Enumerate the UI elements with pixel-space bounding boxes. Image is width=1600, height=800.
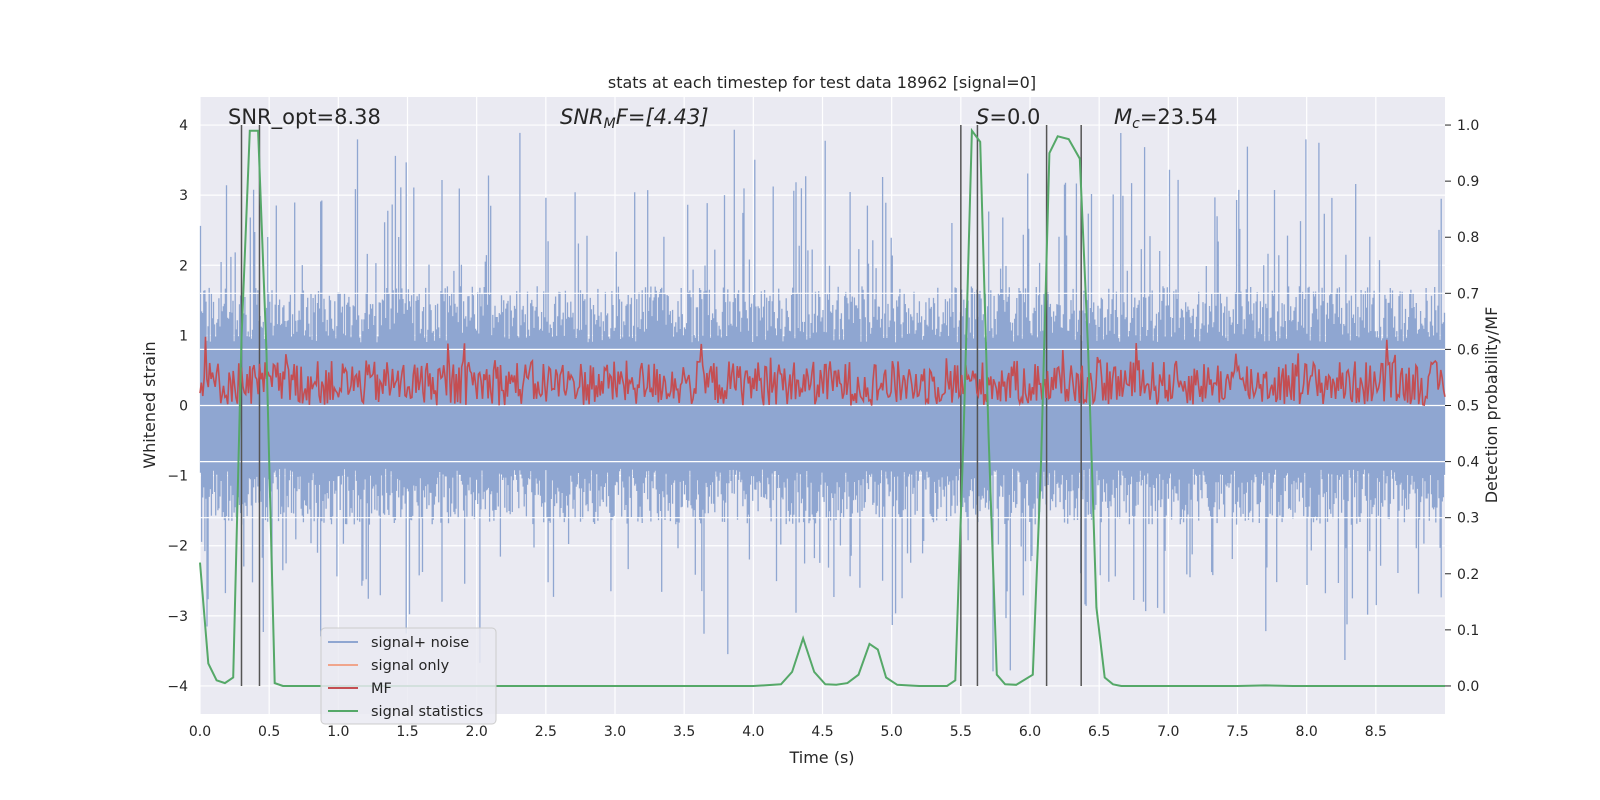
x-tick-label: 8.5 [1365, 724, 1387, 740]
legend-label: signal statistics [371, 704, 483, 720]
y2-tick-label: 0.4 [1457, 455, 1479, 471]
x-tick-label: 3.5 [673, 724, 695, 740]
mf-series [199, 336, 1446, 407]
x-tick-label: 5.5 [950, 724, 972, 740]
y-tick-labels: −4 −3 −2 −1 0 1 2 3 4 [167, 118, 188, 695]
y2-tick-label: 1.0 [1457, 118, 1479, 134]
legend: signal+ noise signal only MF signal statist… [320, 627, 497, 725]
y2-tick-labels: 0.0 0.1 0.2 0.3 0.4 0.5 0.6 0.7 0.8 0.9 1.0 [1445, 118, 1479, 695]
x-tick-label: 0.5 [258, 724, 280, 740]
y2-tick-label: 0.3 [1457, 511, 1479, 527]
annotation-mc: Mc=23.54 [1114, 105, 1218, 132]
x-tick-label: 5.0 [881, 724, 903, 740]
y2-axis-label: Detection probability/MF [1482, 307, 1501, 504]
vertical-markers [240, 125, 1082, 686]
y2-tick-label: 0.2 [1457, 567, 1479, 583]
y2-tick-label: 0.8 [1457, 230, 1479, 246]
legend-box [320, 627, 497, 725]
annotation-snr-mf: SNRMF=[4.43] [560, 105, 709, 132]
legend-label: signal only [371, 658, 450, 674]
y-tick-label: −4 [167, 679, 188, 695]
y-axis-label: Whitened strain [140, 341, 159, 468]
x-tick-label: 2.0 [466, 724, 488, 740]
x-tick-label: 4.0 [742, 724, 764, 740]
annotation-snr-opt: SNR_opt=8.38 [228, 105, 381, 130]
y2-tick-label: 0.7 [1457, 286, 1479, 302]
x-tick-label: 0.0 [189, 724, 211, 740]
x-tick-label: 7.0 [1157, 724, 1179, 740]
x-tick-label: 6.0 [1019, 724, 1041, 740]
y-tick-label: −2 [167, 539, 188, 555]
y2-tick-label: 0.1 [1457, 623, 1479, 639]
y-tick-label: −3 [167, 609, 188, 625]
signal-statistics-series [199, 127, 1445, 687]
x-tick-label: 1.0 [327, 724, 349, 740]
chart-title: stats at each timestep for test data 189… [608, 73, 1036, 92]
y-tick-label: 2 [179, 258, 188, 274]
y2-tick-label: 0.6 [1457, 342, 1479, 358]
annotation-s: S=0.0 [976, 105, 1040, 129]
x-tick-label: 1.5 [396, 724, 418, 740]
signal-statistics-line [199, 127, 1445, 687]
x-tick-label: 8.0 [1296, 724, 1318, 740]
x-tick-label: 6.5 [1088, 724, 1110, 740]
x-tick-labels: 0.0 0.5 1.0 1.5 2.0 2.5 3.0 3.5 4.0 4.5 5.0 5.5 6.0 6… [189, 724, 1387, 740]
x-tick-label: 3.0 [604, 724, 626, 740]
x-tick-label: 4.5 [811, 724, 833, 740]
y2-tick-label: 0.0 [1457, 679, 1479, 695]
y2-tick-label: 0.5 [1457, 399, 1479, 415]
y-tick-label: 3 [179, 188, 188, 204]
legend-label: signal+ noise [371, 635, 469, 651]
x-tick-label: 2.5 [535, 724, 557, 740]
y-tick-label: 1 [179, 328, 188, 344]
y-tick-label: 4 [179, 118, 188, 134]
legend-label: MF [371, 681, 392, 697]
y2-tick-label: 0.9 [1457, 174, 1479, 190]
signal-noise-series [199, 129, 1446, 672]
x-axis-label: Time (s) [788, 748, 854, 767]
x-tick-label: 7.5 [1226, 724, 1248, 740]
y-tick-label: −1 [167, 469, 188, 485]
y-tick-label: 0 [179, 399, 188, 415]
mf-line [199, 336, 1446, 407]
